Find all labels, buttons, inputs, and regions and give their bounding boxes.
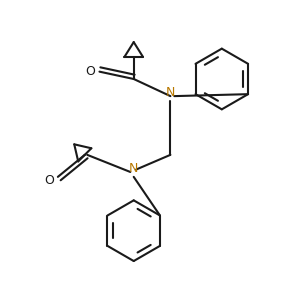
Text: O: O xyxy=(44,174,54,187)
Text: O: O xyxy=(86,65,96,78)
Text: N: N xyxy=(129,162,138,175)
Text: N: N xyxy=(166,86,175,99)
